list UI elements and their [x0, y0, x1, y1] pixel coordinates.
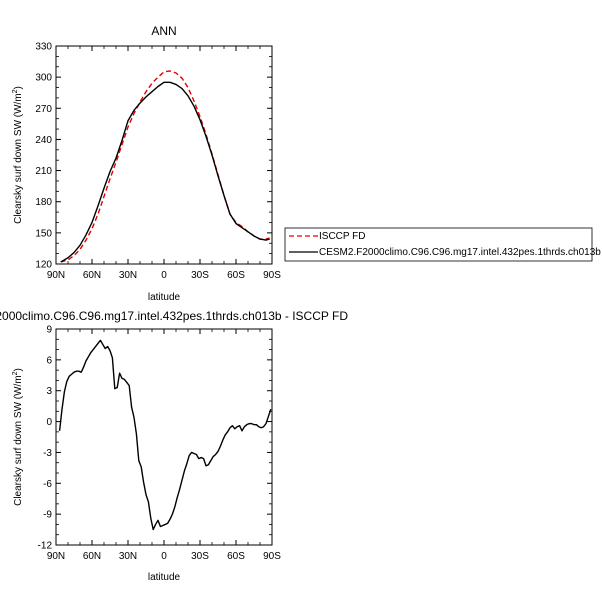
chart-bottom: F2000climo.C96.C96.mg17.intel.432pes.1th… — [0, 309, 348, 583]
top-x-tick-label: 90S — [263, 270, 281, 281]
bottom-y-axis-label: Clearsky surf down SW (W/m2) — [12, 368, 24, 506]
bottom-x-tick-label: 60N — [83, 551, 101, 562]
bottom-y-tick-label: -12 — [38, 541, 53, 552]
top-y-tick-label: 180 — [35, 197, 52, 208]
legend-box — [284, 227, 593, 262]
top-y-tick-label: 300 — [35, 73, 52, 84]
bottom-x-tick-label: 60S — [227, 551, 245, 562]
bottom-x-tick-label: 30N — [119, 551, 137, 562]
top-y-tick-label: 240 — [35, 135, 52, 146]
bottom-y-tick-label: 0 — [46, 417, 52, 428]
chart-bottom-title: F2000climo.C96.C96.mg17.intel.432pes.1th… — [0, 309, 348, 323]
bottom-y-tick-label: -9 — [43, 510, 52, 521]
top-y-tick-label: 150 — [35, 228, 52, 239]
top-series-line-0 — [60, 70, 270, 263]
top-y-tick-label: 210 — [35, 166, 52, 177]
legend-label-isccp: ISCCP FD — [319, 231, 366, 242]
top-series-line-1 — [60, 81, 270, 263]
bottom-series-line-0 — [58, 339, 272, 531]
top-y-axis-label: Clearsky surf down SW (W/m2) — [12, 86, 24, 224]
top-x-tick-label: 0 — [161, 270, 167, 281]
top-x-axis-label: latitude — [148, 292, 181, 303]
top-y-tick-label: 330 — [35, 42, 52, 53]
top-x-tick-label: 60N — [83, 270, 101, 281]
legend: ISCCP FD CESM2.F2000climo.C96.C96.mg17.i… — [284, 227, 601, 262]
bottom-x-tick-label: 90S — [263, 551, 281, 562]
bottom-y-tick-label: 9 — [46, 325, 52, 336]
bottom-plot-frame — [55, 328, 273, 546]
legend-label-cesm2: CESM2.F2000climo.C96.C96.mg17.intel.432p… — [319, 247, 601, 258]
chart-top-title: ANN — [151, 24, 176, 38]
top-x-tick-label: 90N — [47, 270, 65, 281]
top-y-tick-label: 120 — [35, 260, 52, 271]
bottom-x-axis-label: latitude — [148, 572, 181, 583]
top-y-tick-label: 270 — [35, 104, 52, 115]
top-x-tick-label: 30N — [119, 270, 137, 281]
bottom-y-tick-label: 3 — [46, 386, 52, 397]
chart-top: ANN 90N 60N 30N 0 30S 60S 90S 120 150 180 210 240 27… — [12, 24, 281, 303]
bottom-x-tick-label: 30S — [191, 551, 209, 562]
bottom-y-tick-label: -6 — [43, 479, 52, 490]
bottom-series-group — [58, 339, 272, 531]
bottom-y-tick-label: 6 — [46, 355, 52, 366]
top-axis-ticks: 90N 60N 30N 0 30S 60S 90S 120 150 180 210 240 270 300… — [35, 42, 281, 282]
bottom-y-tick-label: -3 — [43, 448, 52, 459]
top-x-tick-label: 60S — [227, 270, 245, 281]
bottom-axis-ticks: 90N 60N 30N 0 30S 60S 90S -12 -9 -6 -3 0 3 6 9 — [38, 325, 282, 563]
top-series-group — [60, 70, 270, 263]
bottom-x-tick-label: 90N — [47, 551, 65, 562]
top-x-tick-label: 30S — [191, 270, 209, 281]
bottom-x-tick-label: 0 — [161, 551, 167, 562]
